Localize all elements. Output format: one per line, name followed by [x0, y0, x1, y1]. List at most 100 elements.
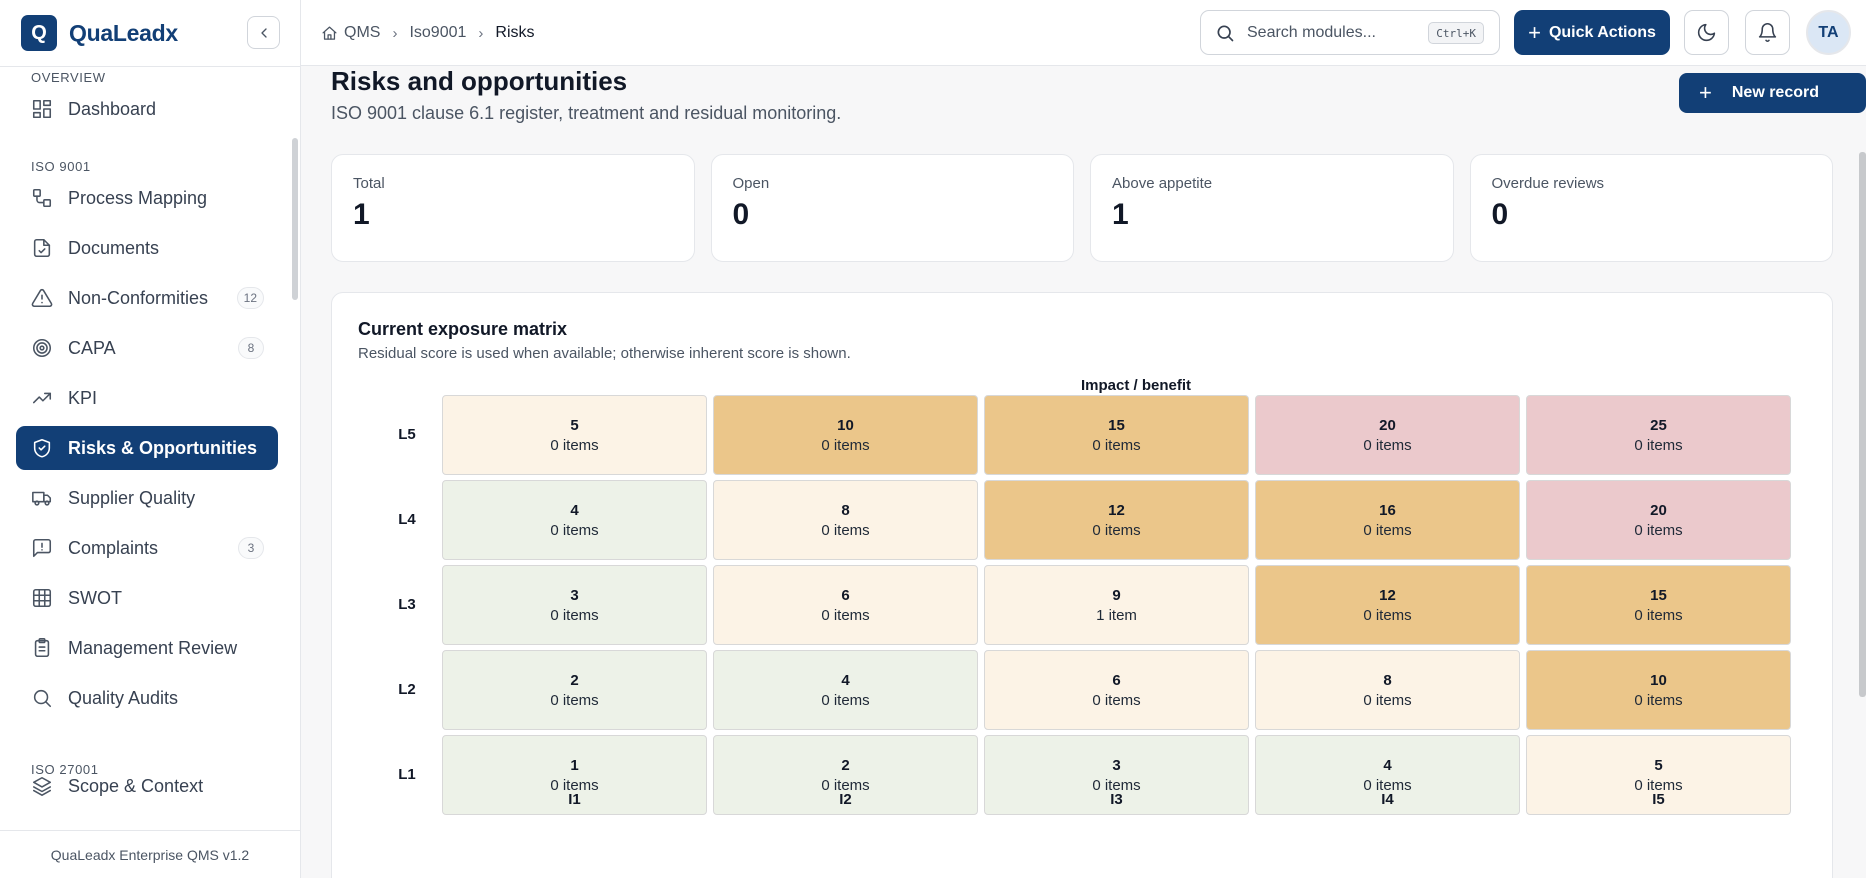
quick-actions-button[interactable]: + Quick Actions [1514, 10, 1670, 55]
sidebar-item-label: Supplier Quality [68, 487, 196, 508]
matrix-cell[interactable]: 10 0 items [1526, 650, 1791, 730]
matrix-column-label: I1 [568, 791, 581, 808]
matrix-cell[interactable]: 8 0 items [713, 480, 978, 560]
matrix-row-label: L2 [398, 681, 416, 698]
sidebar-item-label: Non-Conformities [68, 287, 209, 308]
cell-count: 0 items [1634, 691, 1683, 709]
cell-score: 12 [1108, 501, 1125, 519]
stat-value: 1 [1112, 198, 1129, 231]
sidebar-item-label: SWOT [68, 587, 122, 608]
sidebar-item-process-mapping[interactable]: Process Mapping [16, 176, 278, 220]
cell-count: 0 items [1634, 436, 1683, 454]
quick-actions-label: Quick Actions [1548, 23, 1656, 41]
matrix-cell[interactable]: 10 0 items [713, 395, 978, 475]
sidebar-item-swot[interactable]: SWOT [16, 576, 278, 620]
sidebar-item-label: Complaints [68, 537, 159, 558]
brand[interactable]: Q QuaLeadx [0, 0, 300, 67]
matrix-cell[interactable]: 4 0 items [1255, 735, 1520, 815]
home-icon[interactable] [321, 25, 338, 42]
target-icon [32, 338, 52, 358]
breadcrumb-qms[interactable]: QMS [344, 24, 381, 41]
matrix-cell[interactable]: 2 0 items [713, 735, 978, 815]
sidebar-footer: QuaLeadx Enterprise QMS v1.2 [0, 830, 300, 878]
matrix-cell[interactable]: 4 0 items [713, 650, 978, 730]
sidebar-item-label: Dashboard [68, 98, 157, 119]
sidebar-item-supplier-quality[interactable]: Supplier Quality [16, 476, 278, 520]
matrix-cell[interactable]: 4 0 items [442, 480, 707, 560]
matrix-cell[interactable]: 8 0 items [1255, 650, 1520, 730]
matrix-cell[interactable]: 25 0 items [1526, 395, 1791, 475]
matrix-cell[interactable]: 9 1 item [984, 565, 1249, 645]
new-record-button[interactable]: + New record [1679, 73, 1866, 113]
cell-count: 0 items [1363, 606, 1412, 624]
matrix-cell[interactable]: 5 0 items [442, 395, 707, 475]
count-badge: 3 [238, 537, 264, 559]
cell-score: 12 [1379, 586, 1396, 604]
sidebar-item-non-conformities[interactable]: Non-Conformities 12 [16, 276, 278, 320]
collapse-sidebar-button[interactable] [247, 16, 280, 49]
sidebar-item-dashboard[interactable]: Dashboard [16, 87, 278, 131]
matrix-cell[interactable]: 6 0 items [713, 565, 978, 645]
stat-card-total: Total 1 [331, 154, 695, 262]
shield-icon [33, 438, 51, 458]
theme-toggle-button[interactable] [1684, 10, 1729, 55]
matrix-cell[interactable]: 2 0 items [442, 650, 707, 730]
search-placeholder: Search modules... [1247, 23, 1376, 41]
cell-count: 0 items [821, 521, 870, 539]
truck-icon [32, 491, 52, 506]
matrix-cell[interactable]: 20 0 items [1255, 395, 1520, 475]
matrix-axis-label: Impact / benefit [1080, 377, 1192, 394]
stat-card-open: Open 0 [710, 154, 1074, 262]
matrix-cell[interactable]: 6 0 items [984, 650, 1249, 730]
cell-count: 0 items [550, 691, 599, 709]
matrix-cell[interactable]: 5 0 items [1526, 735, 1791, 815]
sidebar-item-label: Risks & Opportunities [68, 437, 258, 458]
cell-score: 4 [570, 501, 579, 519]
sidebar-item-complaints[interactable]: Complaints 3 [16, 526, 278, 570]
sidebar-item-capa[interactable]: CAPA 8 [16, 326, 278, 370]
main-scrollbar[interactable] [1859, 152, 1866, 697]
matrix-cell[interactable]: 15 0 items [984, 395, 1249, 475]
exposure-matrix-card: Current exposure matrix Residual score i… [331, 292, 1833, 878]
cell-score: 20 [1379, 416, 1396, 434]
sidebar-item-management-review[interactable]: Management Review [16, 626, 278, 670]
sidebar-item-scope-context[interactable]: Scope & Context [16, 764, 278, 808]
matrix-cell[interactable]: 1 0 items [442, 735, 707, 815]
matrix-cell[interactable]: 3 0 items [984, 735, 1249, 815]
grid-icon [32, 588, 52, 608]
breadcrumb-iso9001[interactable]: Iso9001 [409, 24, 467, 41]
avatar[interactable]: TA [1806, 10, 1851, 55]
search-input[interactable]: Search modules... Ctrl+K [1200, 10, 1500, 55]
trend-icon [32, 392, 52, 404]
cell-score: 10 [1650, 671, 1667, 689]
matrix-row-label: L5 [398, 426, 416, 443]
sidebar-item-risks-opportunities[interactable]: Risks & Opportunities [16, 426, 278, 470]
sidebar-item-documents[interactable]: Documents [16, 226, 278, 270]
cell-count: 1 item [1096, 606, 1137, 624]
main-content: Risks and opportunities ISO 9001 clause … [301, 67, 1866, 878]
matrix-column-label: I2 [839, 791, 852, 808]
page-title: Risks and opportunities [331, 67, 628, 96]
matrix-cell[interactable]: 3 0 items [442, 565, 707, 645]
sidebar-item-quality-audits[interactable]: Quality Audits [16, 676, 278, 720]
cell-score: 6 [841, 586, 850, 604]
matrix-cell[interactable]: 15 0 items [1526, 565, 1791, 645]
stat-label: Open [732, 175, 770, 192]
matrix-column-label: I5 [1652, 791, 1665, 808]
moon-icon [1697, 23, 1716, 42]
matrix-cell[interactable]: 20 0 items [1526, 480, 1791, 560]
cell-count: 0 items [1092, 436, 1141, 454]
matrix-subtitle: Residual score is used when available; o… [358, 345, 851, 362]
matrix-title: Current exposure matrix [358, 319, 568, 339]
cell-score: 2 [841, 756, 850, 774]
notifications-button[interactable] [1745, 10, 1790, 55]
matrix-cell[interactable]: 12 0 items [1255, 565, 1520, 645]
layers-icon [32, 776, 52, 796]
sidebar-item-kpi[interactable]: KPI [16, 376, 278, 420]
bell-icon [1758, 23, 1777, 42]
matrix-cell[interactable]: 12 0 items [984, 480, 1249, 560]
count-badge: 12 [236, 287, 264, 309]
matrix-cell[interactable]: 16 0 items [1255, 480, 1520, 560]
sidebar-scrollbar[interactable] [292, 138, 298, 300]
cell-count: 0 items [1634, 521, 1683, 539]
